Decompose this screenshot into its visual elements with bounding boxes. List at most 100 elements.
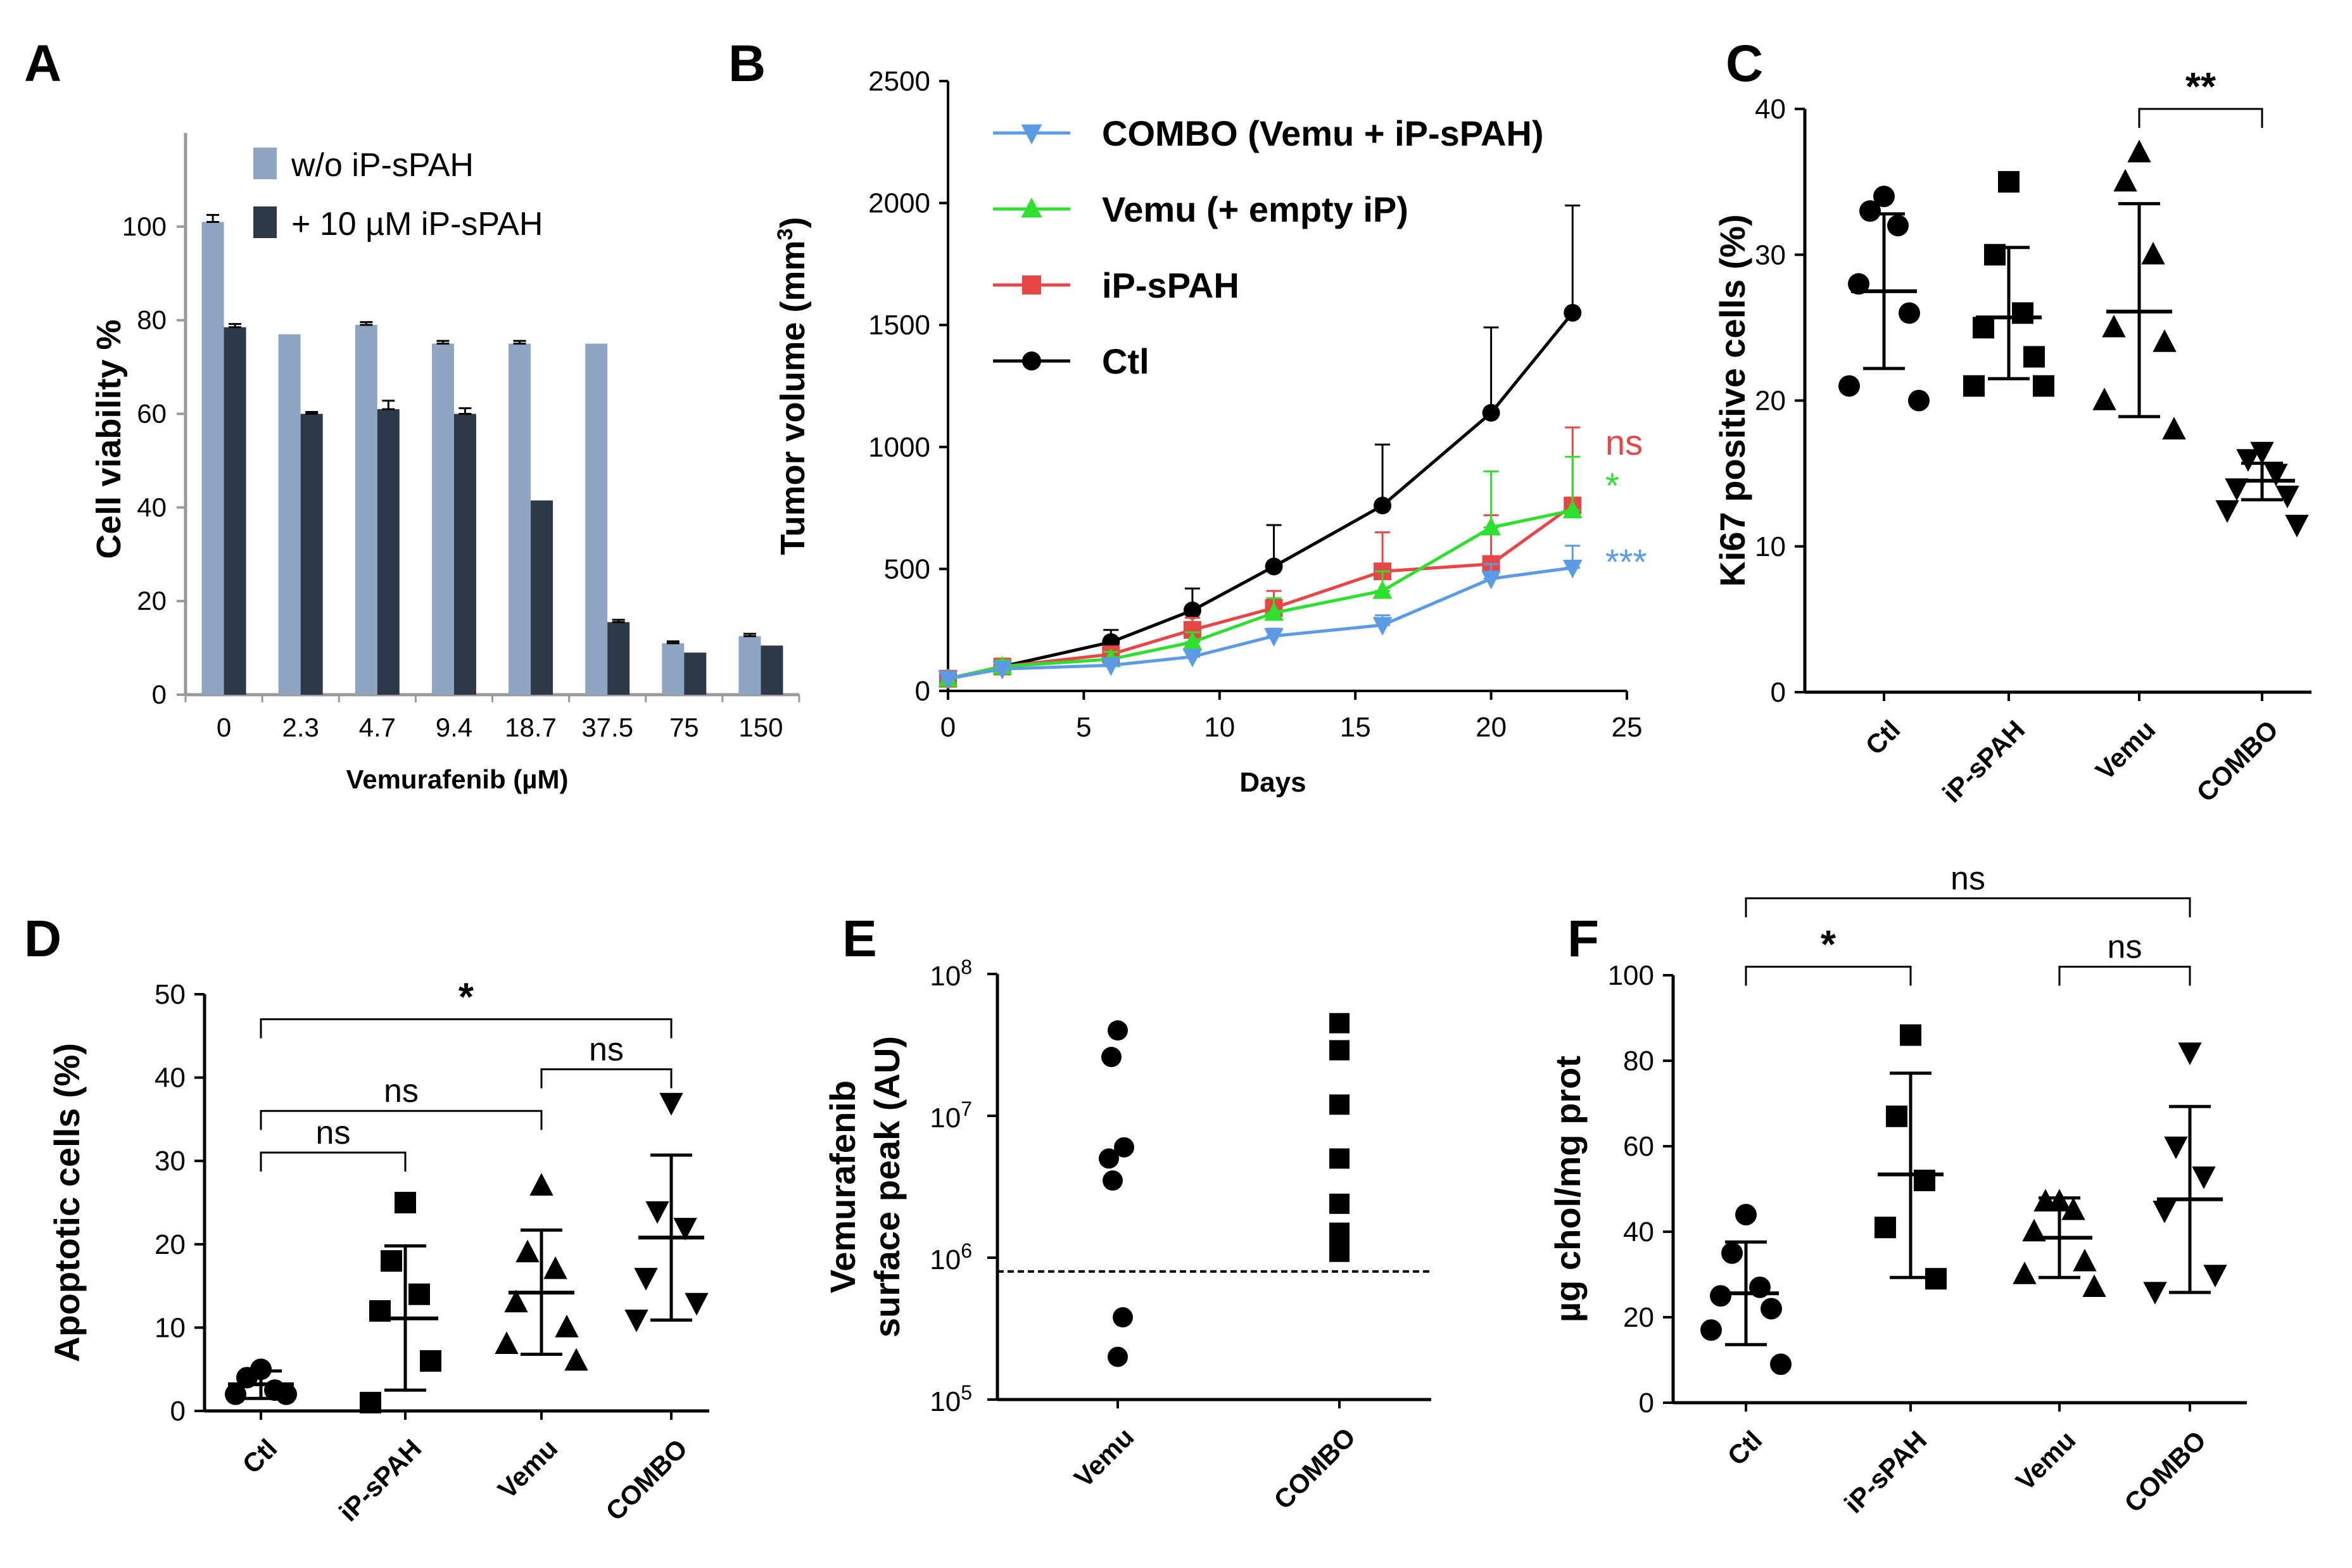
a-y-tick-label: 20	[137, 586, 167, 616]
b-point-0	[992, 661, 1013, 680]
c-point-vemu	[2127, 139, 2151, 163]
d-x-tick-label: Ctl	[237, 1433, 283, 1479]
a-y-axis-label: Cell viability %	[90, 319, 128, 559]
a-error-bar	[743, 633, 756, 638]
b-point-3	[1374, 496, 1392, 515]
d-y-axis-label: Apoptotic cells (%)	[47, 1043, 87, 1362]
a-y-tick-label: 100	[122, 212, 167, 241]
c-point-ctl	[1873, 186, 1895, 208]
c-point-vemu	[2102, 314, 2126, 338]
b-point-3	[1183, 601, 1201, 619]
panel-letter-c: C	[1726, 35, 1763, 92]
f-point-combo	[2203, 1265, 2227, 1287]
a-bar-0	[278, 334, 301, 695]
a-y-tick-label: 40	[137, 492, 167, 522]
e-point-combo	[1329, 1148, 1350, 1169]
a-x-tick-label: 9.4	[436, 712, 472, 742]
d-bracket-line	[260, 1018, 673, 1039]
b-point-0	[1562, 559, 1583, 579]
b-point-0	[1372, 617, 1393, 636]
f-point-ctl	[1761, 1298, 1782, 1320]
c-y-axis-label: Ki67 positive cells (%)	[1712, 214, 1752, 586]
c-bracket-line	[2138, 108, 2263, 128]
c-y-tick-label: 20	[1755, 386, 1786, 417]
e-y-tick-label: 107	[930, 1097, 972, 1134]
f-y-tick-label: 0	[1639, 1388, 1654, 1419]
f-point-vemu	[2013, 1261, 2037, 1284]
d-x-tick-label: iP-sPAH	[333, 1433, 427, 1527]
b-y-tick-label: 500	[884, 553, 930, 585]
b-x-tick-label: 0	[940, 712, 956, 743]
b-point-0	[1101, 657, 1121, 676]
a-bar-0	[201, 222, 224, 695]
a-error-bar	[305, 411, 319, 415]
c-point-vemu	[2162, 417, 2186, 439]
f-point-ctl	[1735, 1204, 1757, 1225]
f-point-combo	[2192, 1166, 2216, 1189]
f-point-ip-spah	[1886, 1105, 1907, 1127]
c-point-combo	[2225, 478, 2249, 502]
c-point-ctl	[1848, 273, 1869, 295]
b-point-0	[1182, 648, 1203, 667]
panel-a: A 0 20 40 60 80 100 0 2.3 4.7 9.4 18.7 37.5 75 150 Cell…	[24, 35, 800, 794]
c-significance-bracket: **	[2138, 65, 2263, 128]
b-point-3	[1564, 303, 1582, 322]
b-legend-label-3: Ctl	[1102, 341, 1149, 381]
b-legend-marker-0	[1021, 124, 1042, 144]
a-y-tick-label: 0	[152, 680, 167, 709]
e-x-tick-label: COMBO	[1268, 1422, 1361, 1515]
a-legend-label-1: + 10 µM iP-sPAH	[291, 206, 543, 243]
f-point-vemu	[2022, 1218, 2046, 1242]
a-bar-1	[684, 652, 707, 695]
b-legend-marker-2	[1022, 275, 1041, 294]
b-point-1	[1481, 517, 1501, 536]
panel-letter-d: D	[24, 910, 61, 968]
b-error-bar-3	[1375, 443, 1391, 507]
e-point-vemu	[1114, 1137, 1134, 1158]
b-legend-marker-1	[1021, 198, 1042, 218]
b-series-line-0	[947, 566, 1573, 681]
c-point-vemu	[2092, 388, 2116, 410]
d-point-ip-spah	[395, 1192, 416, 1213]
d-point-vemu	[495, 1331, 519, 1355]
f-bracket-line	[1745, 897, 2191, 918]
a-bar-1	[377, 409, 400, 695]
f-point-ctl	[1721, 1242, 1743, 1264]
a-x-tick-label: 0	[217, 712, 231, 742]
c-point-ctl	[1908, 389, 1930, 412]
f-point-vemu	[2082, 1274, 2106, 1298]
a-bar-0	[509, 343, 531, 695]
b-series-line-2	[947, 504, 1574, 681]
b-legend-label-1: Vemu (+ empty iP)	[1102, 189, 1408, 229]
d-point-vemu	[515, 1239, 540, 1263]
a-bar-0	[431, 343, 454, 695]
c-point-vemu	[2153, 329, 2177, 352]
f-point-vemu	[2061, 1197, 2085, 1220]
panel-b: B 0 500 1000 1500 2000 2500 0 5 10 15 20 25 Tumor vol…	[728, 35, 1647, 798]
b-point-0	[1481, 571, 1501, 590]
b-y-tick-label: 2500	[868, 66, 930, 97]
c-y-tick-label: 40	[1755, 94, 1786, 125]
f-y-tick-label: 100	[1608, 960, 1654, 991]
e-y-tick-label: 108	[930, 956, 972, 992]
b-point-1	[1182, 631, 1203, 650]
b-x-tick-label: 5	[1076, 712, 1091, 743]
a-error-bar	[458, 407, 472, 415]
f-x-tick-label: iP-sPAH	[1838, 1425, 1932, 1519]
d-point-ip-spah	[408, 1283, 430, 1305]
a-bar-0	[355, 325, 377, 695]
panel-c: C 0 10 20 30 40 Ki67 positive cells (%) Ctl iP-s…	[1712, 35, 2311, 808]
d-significance-bracket: ns	[540, 1031, 673, 1089]
c-y-tick-label: 30	[1755, 239, 1786, 270]
d-significance-bracket: *	[260, 975, 673, 1039]
e-point-vemu	[1108, 1020, 1128, 1041]
d-bracket-line	[540, 1068, 673, 1089]
b-y-axis-label: Tumor volume (mm3)	[773, 217, 812, 555]
c-point-ip-spah	[2012, 302, 2033, 324]
c-point-combo	[2285, 514, 2309, 538]
e-point-combo	[1329, 1094, 1350, 1115]
a-bar-0	[738, 636, 761, 695]
d-y-tick-label: 10	[155, 1312, 186, 1343]
f-x-tick-label: Ctl	[1722, 1425, 1768, 1471]
d-x-tick-label: Vemu	[492, 1433, 563, 1504]
